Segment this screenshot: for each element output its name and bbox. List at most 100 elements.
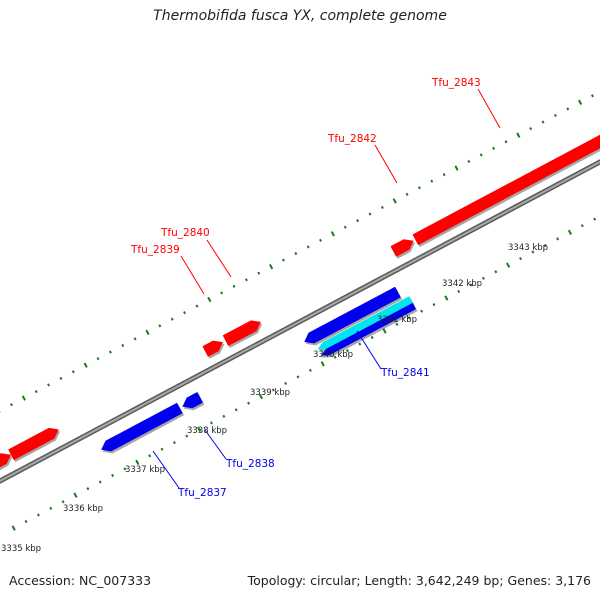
leader-line-tfu-2837 bbox=[152, 450, 180, 489]
gene-label-tfu-2838: Tfu_2838 bbox=[225, 458, 275, 470]
top-ruler-tick bbox=[392, 198, 397, 204]
bottom-ruler-tick bbox=[407, 316, 411, 320]
top-ruler-tick bbox=[553, 113, 557, 118]
backbone-line bbox=[0, 160, 600, 483]
bottom-ruler-tick bbox=[111, 473, 115, 478]
leader-line-tfu-2843 bbox=[477, 88, 501, 129]
top-ruler-tick bbox=[195, 304, 199, 308]
top-ruler-tick bbox=[492, 146, 496, 150]
bottom-ruler-tick bbox=[308, 368, 312, 372]
bottom-ruler-tick bbox=[148, 454, 152, 458]
bottom-ruler-tick bbox=[432, 303, 436, 307]
top-ruler-tick bbox=[516, 132, 521, 138]
top-ruler-tick bbox=[417, 186, 421, 190]
top-ruler-tick bbox=[133, 337, 137, 341]
bottom-ruler-tick bbox=[197, 426, 202, 433]
top-ruler-tick bbox=[108, 350, 112, 354]
bottom-ruler-tick bbox=[543, 243, 547, 248]
bottom-ruler-tick bbox=[593, 217, 597, 221]
gene-arrow-tfu-2841-highlight bbox=[317, 296, 413, 350]
top-ruler-tick bbox=[529, 127, 533, 131]
ruler-label-kbp: 3341 kbp bbox=[377, 315, 417, 325]
bottom-ruler-tick bbox=[160, 447, 164, 451]
gene-arrow-tfu-2842 bbox=[390, 239, 414, 257]
gene-arrow-tfu-2838 bbox=[182, 392, 203, 409]
ruler-label-kbp: 3336 kbp bbox=[63, 504, 103, 514]
top-ruler-tick bbox=[34, 389, 38, 394]
top-ruler-tick bbox=[207, 296, 212, 303]
bottom-ruler-tick bbox=[98, 480, 102, 484]
bottom-ruler-tick bbox=[172, 441, 176, 445]
gene-arrow-tfu-2839 bbox=[202, 340, 223, 357]
bottom-ruler-tick bbox=[185, 434, 189, 438]
top-ruler-tick bbox=[430, 179, 434, 183]
top-ruler-tick bbox=[479, 153, 483, 157]
top-ruler-tick bbox=[83, 362, 88, 368]
ruler-label-kbp: 3340 kbp bbox=[313, 350, 353, 360]
bottom-ruler-tick bbox=[284, 381, 288, 386]
accession-text: Accession: NC_007333 bbox=[9, 573, 152, 588]
gene-label-tfu-2840: Tfu_2840 bbox=[160, 227, 210, 239]
bottom-ruler-tick bbox=[382, 328, 387, 334]
bottom-ruler-tick bbox=[494, 270, 498, 274]
gene-label-tfu-2837: Tfu_2837 bbox=[177, 487, 227, 499]
top-ruler-tick bbox=[330, 231, 335, 237]
bottom-ruler-tick bbox=[370, 335, 374, 340]
bottom-ruler-tick bbox=[519, 257, 522, 261]
gene-label-tfu-2842: Tfu_2842 bbox=[327, 133, 377, 145]
bottom-ruler-tick bbox=[444, 295, 449, 301]
leader-line-tfu-2841 bbox=[356, 330, 382, 370]
top-ruler-tick bbox=[306, 245, 310, 249]
leader-line-tfu-2840 bbox=[206, 239, 232, 278]
gene-arrow-tfu-2841 bbox=[304, 286, 401, 344]
top-ruler-tick bbox=[71, 370, 75, 374]
bottom-ruler-tick bbox=[247, 401, 251, 405]
genome-summary-text: Topology: circular; Length: 3,642,249 bp… bbox=[247, 573, 591, 588]
bottom-ruler-tick bbox=[567, 229, 573, 235]
bottom-ruler-tick bbox=[531, 250, 535, 254]
bottom-ruler-tick bbox=[36, 513, 40, 517]
bottom-ruler-tick bbox=[457, 289, 461, 294]
top-ruler-tick bbox=[269, 263, 274, 270]
top-ruler-tick bbox=[170, 317, 174, 321]
ruler-label-kbp: 3342 kbp bbox=[442, 279, 482, 289]
gene-arrow-tfu-2841-alt bbox=[320, 302, 416, 356]
top-ruler-tick bbox=[405, 192, 409, 196]
top-ruler-tick bbox=[145, 329, 150, 336]
top-ruler-tick bbox=[541, 120, 545, 124]
top-ruler-tick bbox=[244, 278, 248, 282]
top-ruler-tick bbox=[578, 99, 583, 105]
bottom-ruler-tick bbox=[481, 276, 485, 280]
gene-arrow-tfu-2840 bbox=[222, 320, 261, 346]
leader-line-tfu-2839 bbox=[180, 255, 205, 295]
top-ruler-tick bbox=[47, 383, 51, 387]
ruler-label-kbp: 3343 kbp bbox=[508, 243, 548, 253]
gene-label-tfu-2843: Tfu_2843 bbox=[431, 77, 481, 89]
bottom-ruler-tick bbox=[506, 262, 511, 268]
leader-line-tfu-2838 bbox=[204, 429, 227, 460]
top-ruler-tick bbox=[504, 140, 508, 144]
top-ruler-tick bbox=[281, 258, 285, 262]
top-ruler-tick bbox=[467, 159, 471, 164]
bottom-ruler-tick bbox=[271, 388, 275, 392]
ruler-label-kbp: 3338 kbp bbox=[187, 426, 227, 436]
bottom-ruler-tick bbox=[73, 492, 78, 498]
bottom-ruler-tick bbox=[320, 361, 325, 367]
bottom-ruler-tick bbox=[296, 375, 300, 379]
top-ruler-tick bbox=[566, 107, 570, 111]
bottom-ruler-tick bbox=[420, 309, 424, 313]
bottom-ruler-tick bbox=[395, 322, 399, 326]
ruler-label-kbp: 3339 kbp bbox=[250, 388, 290, 398]
top-ruler-tick bbox=[368, 212, 372, 216]
top-ruler-tick bbox=[121, 343, 125, 348]
bottom-ruler-tick bbox=[49, 506, 53, 510]
backbone-line-shadow bbox=[0, 159, 600, 484]
bottom-ruler-tick bbox=[210, 421, 213, 425]
bottom-ruler-tick bbox=[234, 408, 238, 412]
bottom-ruler-tick bbox=[333, 355, 337, 359]
bottom-ruler-tick bbox=[556, 237, 560, 241]
bottom-ruler-tick bbox=[358, 342, 362, 346]
top-ruler-tick bbox=[454, 165, 459, 171]
